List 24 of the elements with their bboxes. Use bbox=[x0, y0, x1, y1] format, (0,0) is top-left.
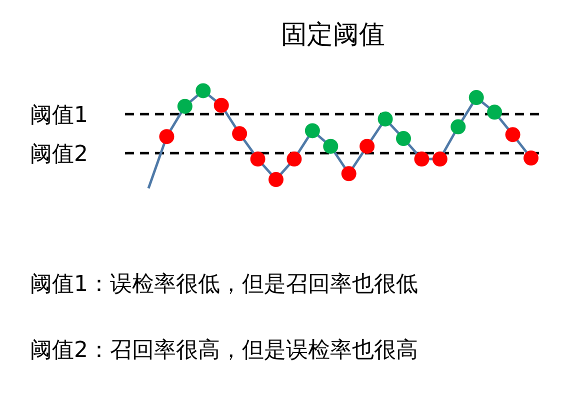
annotation: 阈值1：误检率很低，但是召回率也很低 bbox=[30, 272, 418, 297]
point bbox=[323, 138, 338, 154]
point bbox=[450, 119, 466, 134]
point bbox=[432, 152, 448, 167]
point bbox=[341, 166, 356, 182]
point bbox=[468, 90, 484, 106]
point bbox=[524, 150, 538, 166]
point bbox=[232, 126, 248, 142]
point bbox=[487, 104, 502, 120]
point bbox=[414, 152, 430, 167]
annotation: 阈值2：召回率很高，但是误检率也很高 bbox=[30, 338, 418, 363]
point bbox=[378, 112, 393, 127]
point bbox=[159, 129, 174, 144]
point bbox=[214, 98, 229, 113]
point bbox=[304, 123, 320, 138]
point bbox=[250, 152, 266, 167]
point bbox=[268, 172, 284, 188]
point bbox=[196, 83, 211, 98]
point bbox=[360, 138, 375, 154]
title: 固定阈值 bbox=[281, 20, 385, 50]
point bbox=[505, 127, 520, 142]
point bbox=[396, 131, 411, 146]
point bbox=[177, 98, 192, 114]
point bbox=[286, 152, 302, 167]
